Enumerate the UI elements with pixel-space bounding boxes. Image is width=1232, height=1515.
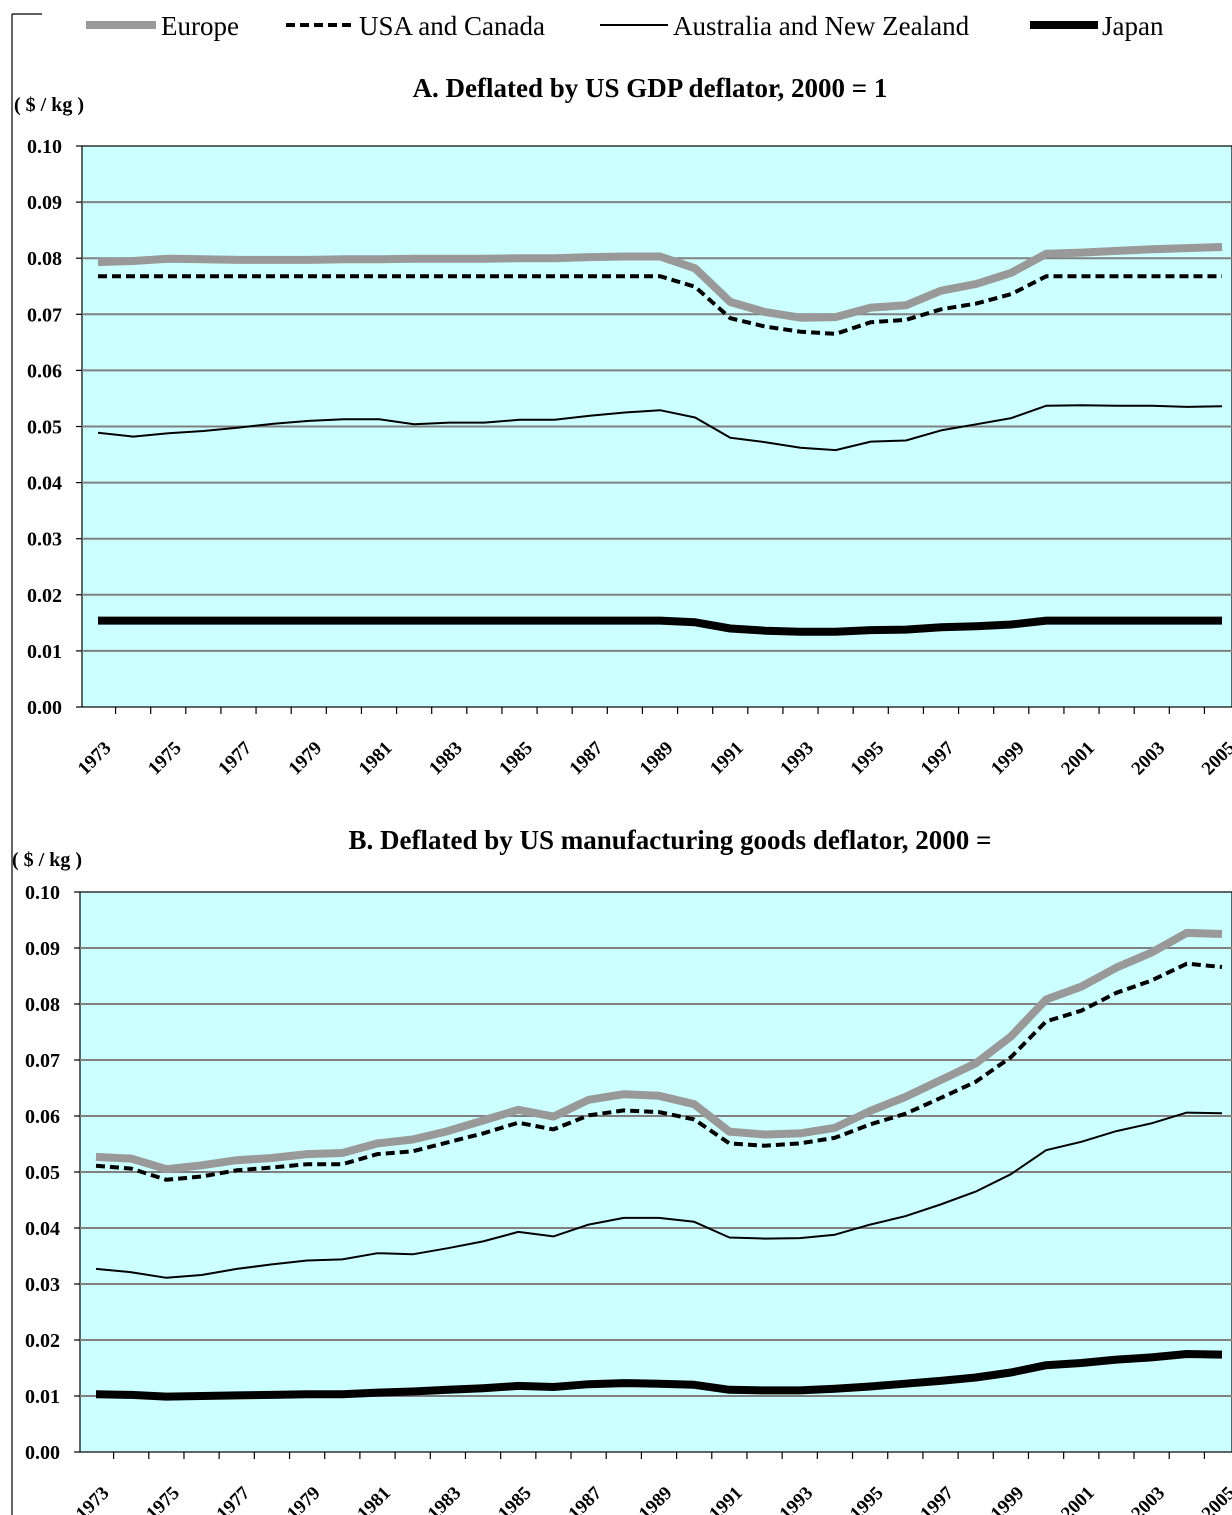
panel-a-y-tick-label: 0.03	[27, 529, 62, 551]
panel-b-y-tick-label: 0.08	[25, 994, 60, 1016]
panel-a-x-tick-label: 1975	[144, 738, 186, 780]
panel-b-gridlines	[80, 947, 1232, 1397]
panel-b-x-tick-label: 1981	[353, 1483, 395, 1515]
legend-label-australia-nz: Australia and New Zealand	[673, 11, 970, 41]
panel-a-y-tick-label: 0.02	[27, 585, 62, 607]
legend-label-japan: Japan	[1102, 11, 1164, 41]
panel-a-x-axis: 1973 1975 1977 1979 1981 1983 1985 1987 1989 1991…	[74, 707, 1232, 779]
legend-item-europe: Europe	[86, 11, 239, 41]
panel-a-title: A. Deflated by US GDP deflator, 2000 = 1	[413, 73, 888, 103]
legend-item-australia-nz: Australia and New Zealand	[600, 11, 970, 41]
panel-a-x-tick-label: 1991	[706, 738, 748, 780]
panel-b-series-japan	[95, 1350, 1223, 1401]
panel-a-y-tick-label: 0.10	[27, 136, 62, 158]
panel-b-y-tick-label: 0.00	[25, 1442, 60, 1464]
panel-a-series	[97, 243, 1223, 636]
panel-b-y-tick-label: 0.06	[25, 1106, 60, 1128]
panel-b-x-tick-label: 1979	[283, 1483, 325, 1515]
panel-a-x-tick-label: 2003	[1128, 738, 1170, 780]
panel-a-x-tick-label: 2005	[1198, 738, 1232, 780]
panel-b-y-tick-label: 0.10	[25, 882, 60, 904]
panel-b: B. Deflated by US manufacturing goods de…	[12, 825, 1232, 1515]
panel-a-y-tick-label: 0.04	[27, 473, 62, 495]
panel-b-series	[95, 928, 1223, 1401]
legend-label-europe: Europe	[161, 11, 239, 41]
panel-b-x-tick-label: 1997	[916, 1482, 958, 1515]
panel-b-x-tick-label: 1973	[72, 1483, 114, 1515]
panel-a-y-tick-label: 0.00	[27, 697, 62, 719]
panel-a-series-australia-nz	[97, 404, 1223, 452]
panel-b-x-tick-label: 1991	[705, 1483, 747, 1515]
panel-b-y-tick-label: 0.04	[25, 1218, 60, 1240]
panel-b-x-tick-label: 1999	[987, 1483, 1029, 1515]
panel-b-y-tick-label: 0.09	[25, 938, 60, 960]
panel-a-x-tick-label: 1985	[495, 738, 537, 780]
panel-b-title: B. Deflated by US manufacturing goods de…	[349, 825, 992, 855]
panel-a-unit-label: ( $ / kg )	[14, 94, 84, 116]
panel-b-x-tick-label: 1985	[494, 1483, 536, 1515]
panel-a-y-tick-label: 0.06	[27, 360, 62, 382]
panel-b-x-tick-label: 1995	[846, 1483, 888, 1515]
panel-b-x-tick-label: 1983	[424, 1483, 466, 1515]
panel-a-x-tick-label: 1993	[776, 738, 818, 780]
panel-a-series-usa-canada	[98, 274, 1222, 336]
panel-b-y-tick-label: 0.07	[25, 1050, 60, 1072]
panel-a-y-axis: 0.00 0.01 0.02 0.03 0.04 0.05 0.06 0.07 0.08 0.09…	[27, 136, 82, 719]
panel-a-x-tick-label: 1997	[917, 737, 959, 779]
panel-b-series-australia-nz	[95, 1111, 1223, 1279]
panel-a-series-europe	[97, 243, 1223, 322]
panel-a-x-tick-label: 1995	[847, 738, 889, 780]
legend-item-usa-canada: USA and Canada	[286, 11, 545, 41]
panel-b-y-tick-label: 0.01	[25, 1386, 60, 1408]
legend: Europe USA and Canada Australia and New …	[86, 11, 1164, 41]
panel-a-x-tick-label: 2001	[1057, 738, 1099, 780]
panel-a-x-tick-label: 1973	[74, 738, 116, 780]
panel-b-y-axis: 0.00 0.01 0.02 0.03 0.04 0.05 0.06 0.07 0.08 0.09…	[25, 882, 80, 1464]
panel-b-x-tick-label: 1993	[776, 1483, 818, 1515]
panel-b-x-tick-label: 1989	[635, 1483, 677, 1515]
panel-b-series-usa-canada	[95, 961, 1223, 1182]
panel-a-x-tick-label: 1979	[285, 738, 327, 780]
legend-item-japan: Japan	[1030, 11, 1164, 41]
panel-a-series-japan	[98, 616, 1222, 636]
panel-a-x-tick-label: 1981	[355, 738, 397, 780]
panel-b-x-tick-label: 2003	[1127, 1483, 1169, 1515]
panel-b-series-europe	[95, 928, 1223, 1174]
panel-a-x-tick-label: 1987	[566, 737, 608, 779]
panel-a: A. Deflated by US GDP deflator, 2000 = 1…	[14, 73, 1232, 779]
panel-b-x-tick-label: 1977	[213, 1482, 255, 1515]
panel-b-x-tick-label: 2005	[1198, 1483, 1232, 1515]
panel-b-y-tick-label: 0.03	[25, 1274, 60, 1296]
panel-b-x-tick-label: 2001	[1057, 1483, 1099, 1515]
panel-a-y-tick-label: 0.05	[27, 417, 62, 439]
panel-a-x-tick-label: 1989	[636, 738, 678, 780]
panel-b-y-tick-label: 0.02	[25, 1330, 60, 1352]
panel-a-y-tick-label: 0.01	[27, 641, 62, 663]
panel-a-y-tick-label: 0.09	[27, 192, 62, 214]
panel-b-x-tick-label: 1975	[142, 1483, 184, 1515]
panel-b-x-axis: 1973 1975 1977 1979 1981 1983 1985 1987 1989 1991…	[72, 1452, 1232, 1515]
panel-b-x-tick-label: 1987	[564, 1482, 606, 1515]
panel-a-x-tick-label: 1999	[987, 738, 1029, 780]
panel-a-x-tick-label: 1983	[425, 738, 467, 780]
panel-b-unit-label: ( $ / kg )	[12, 849, 82, 871]
figure-frame	[11, 13, 42, 1515]
legend-label-usa-canada: USA and Canada	[359, 11, 545, 41]
panel-a-y-tick-label: 0.08	[27, 248, 62, 270]
panel-a-x-tick-label: 1977	[214, 737, 256, 779]
panel-b-y-tick-label: 0.05	[25, 1162, 60, 1184]
panel-a-y-tick-label: 0.07	[27, 304, 62, 326]
